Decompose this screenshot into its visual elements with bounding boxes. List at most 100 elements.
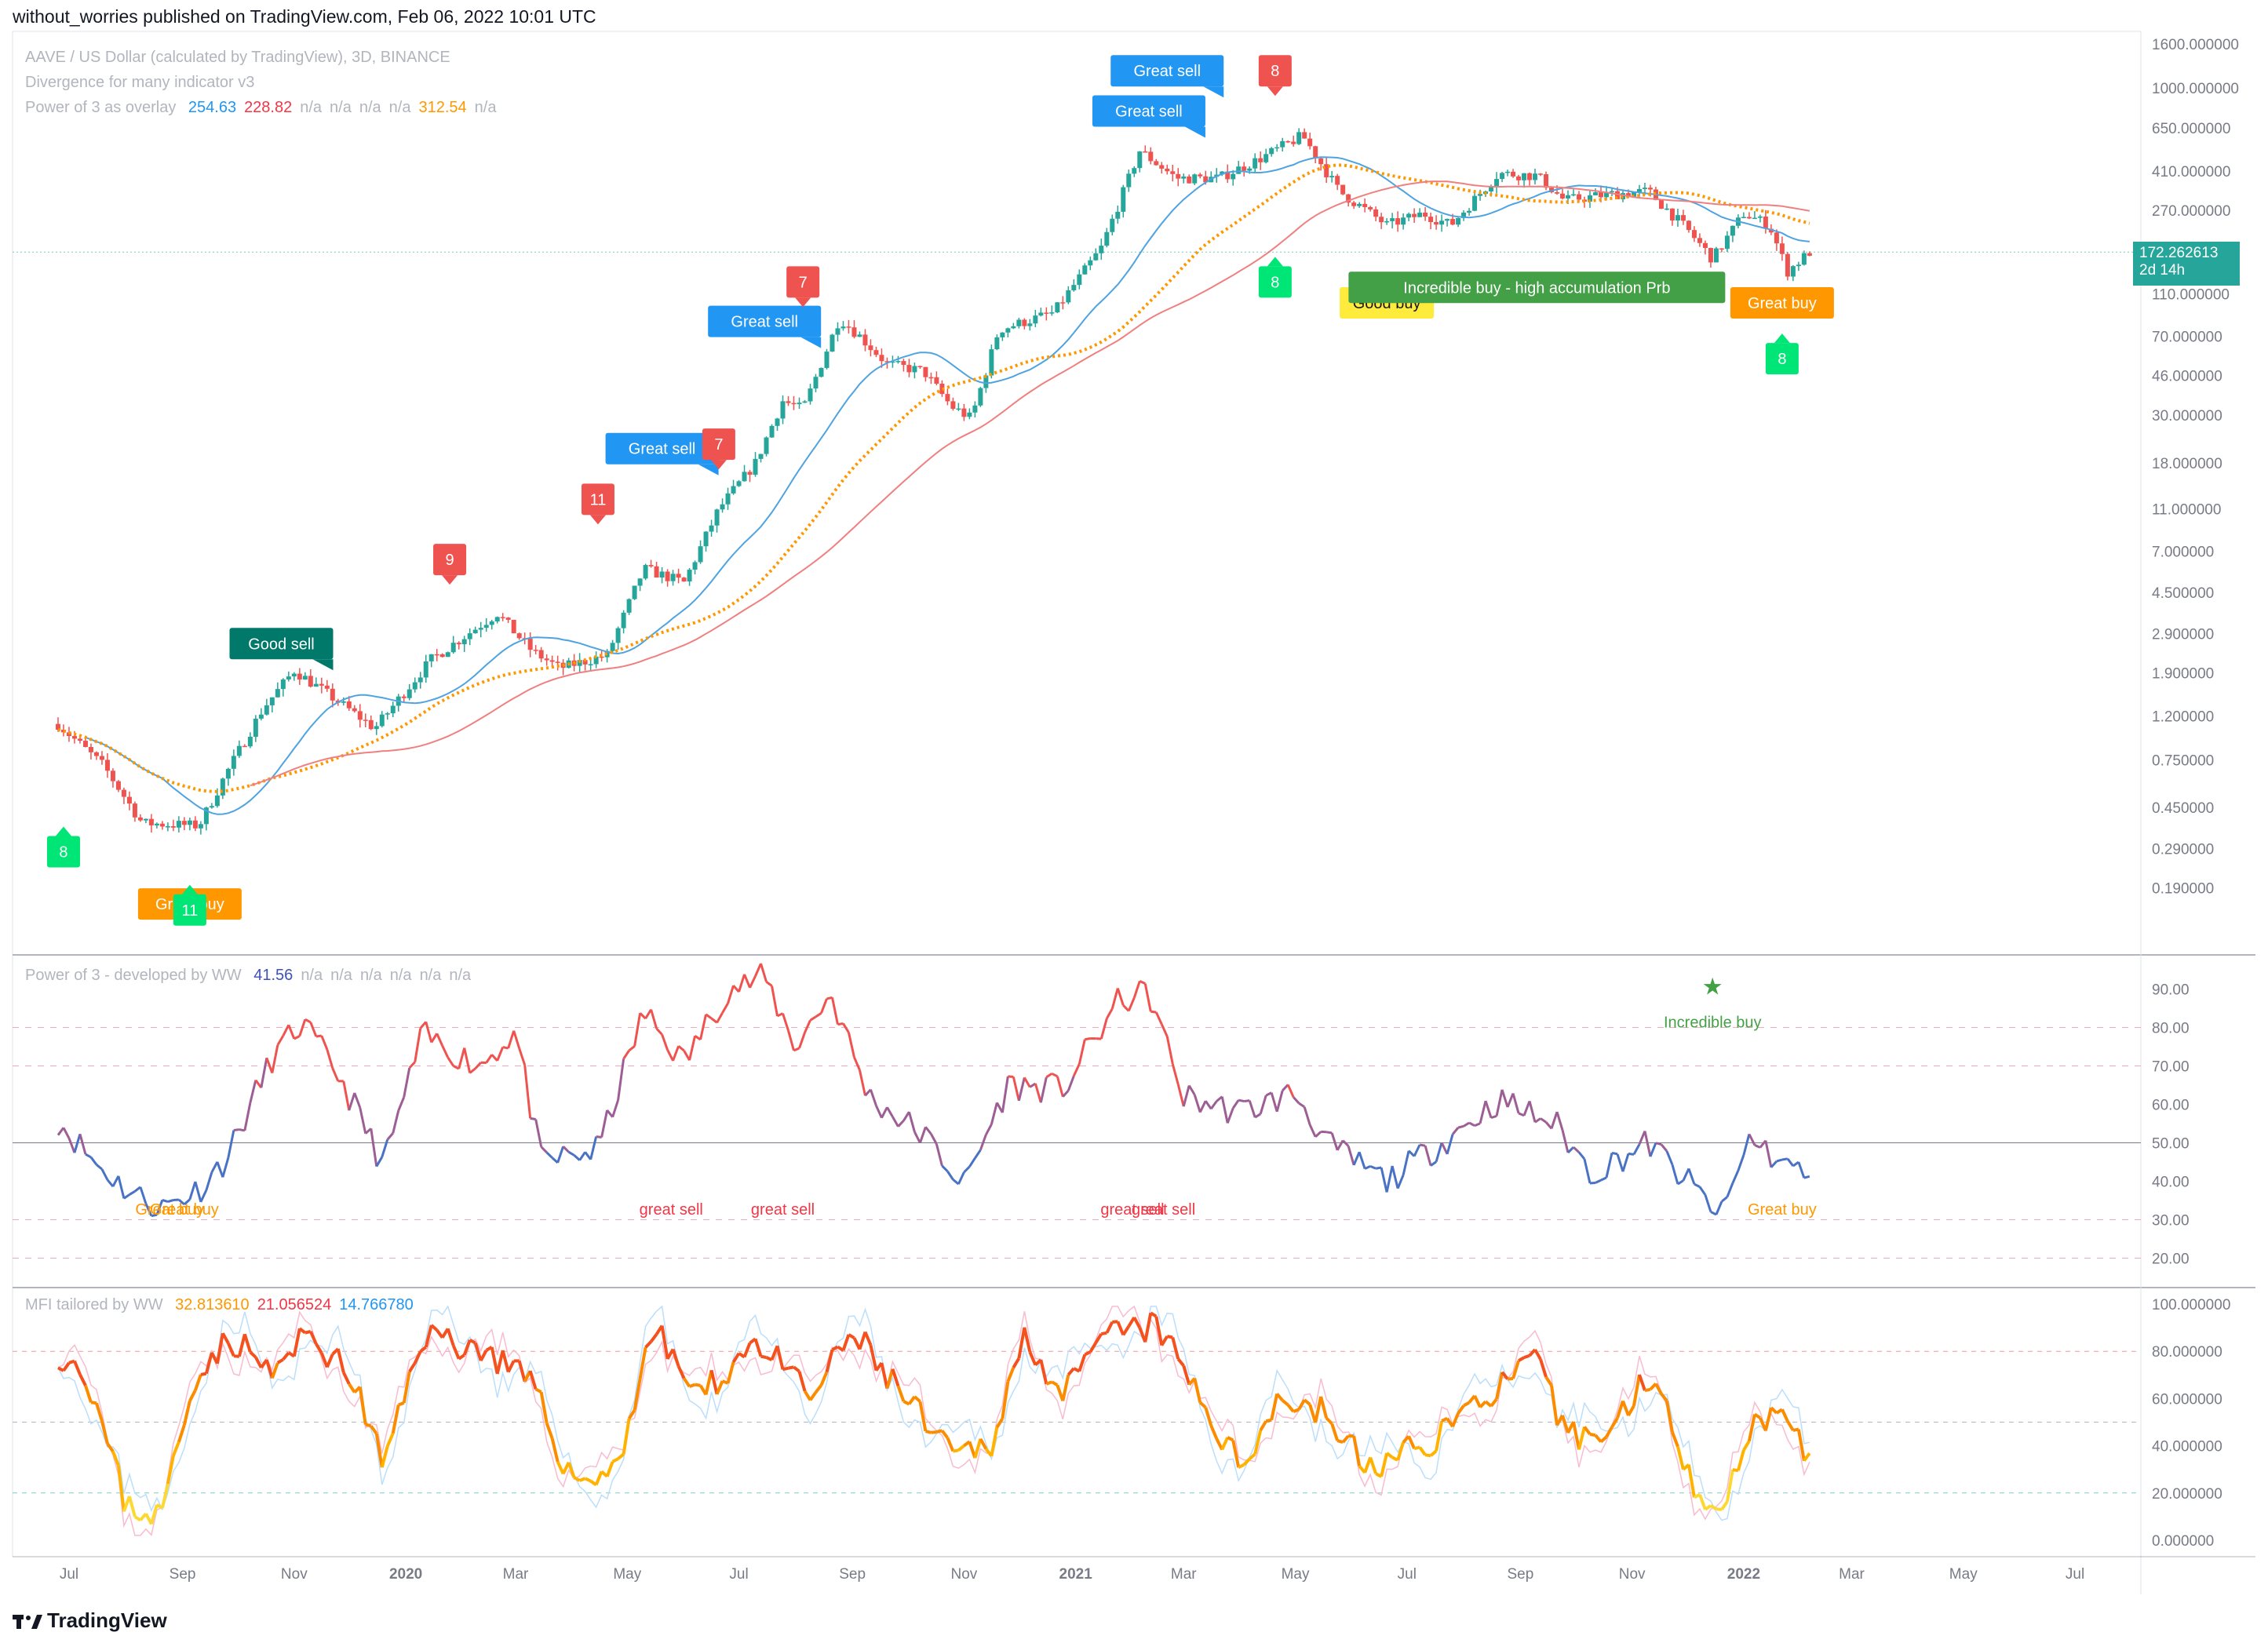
mfi-line-segment — [1763, 1407, 1773, 1431]
mfi-line-segment — [1341, 1434, 1350, 1444]
p3-line-segment — [831, 997, 839, 1025]
mfi-line-segment — [742, 1342, 752, 1358]
time-tick-label: 2020 — [389, 1566, 422, 1583]
candle-body — [1236, 166, 1242, 174]
candle-body — [1445, 219, 1450, 221]
time-tick-label: Jul — [1398, 1566, 1417, 1583]
p3-line-segment — [1776, 1158, 1783, 1163]
mfi-line-segment — [215, 1332, 224, 1364]
mfi-line-segment — [1583, 1426, 1592, 1436]
price-tick-label: 0.450000 — [2152, 800, 2214, 817]
mfi-line-segment — [863, 1331, 873, 1346]
mfi-line-segment — [753, 1338, 763, 1357]
p3-line-segment — [276, 1035, 285, 1046]
candle-body — [176, 821, 181, 828]
p3-line-segment — [1072, 1063, 1081, 1077]
symbol-legend[interactable]: AAVE / US Dollar (calculated by TradingV… — [25, 49, 458, 67]
mfi-line-segment — [1248, 1452, 1256, 1460]
p3-line-segment — [1017, 1077, 1026, 1102]
p3-line-segment — [129, 1190, 136, 1196]
p3-line-segment — [534, 1119, 543, 1147]
mfi-line-segment — [814, 1384, 823, 1393]
candle-body — [516, 633, 522, 639]
mfi-line-segment — [469, 1339, 476, 1345]
candle-body — [906, 365, 912, 373]
mfi-line-segment — [1518, 1356, 1526, 1362]
p3-line-segment — [1495, 1089, 1504, 1117]
mfi-line-segment — [348, 1383, 356, 1393]
p3-line-segment — [199, 1189, 208, 1203]
signal-label: 7 — [799, 274, 808, 291]
p3-line-segment — [732, 985, 740, 993]
p3-line-segment — [425, 1021, 433, 1043]
mfi-line-segment — [709, 1369, 719, 1395]
p3-line-segment — [1566, 1146, 1575, 1154]
candle-body — [1329, 176, 1335, 178]
mfi-line-segment — [528, 1370, 538, 1390]
p3-line-segment — [1165, 1036, 1174, 1065]
candle-body — [1143, 151, 1148, 153]
mfi-line-segment — [611, 1457, 619, 1463]
candle-body — [681, 577, 687, 582]
mfi-line-segment — [1660, 1393, 1668, 1402]
candle-body — [55, 723, 60, 730]
mfi-line-segment — [1176, 1357, 1185, 1367]
p3-line-segment — [78, 1133, 87, 1155]
mfi-line-segment — [1550, 1385, 1559, 1426]
p3-line-segment — [233, 1128, 240, 1132]
candle-body — [1170, 171, 1176, 174]
mfi-line-segment — [935, 1429, 943, 1434]
candle-body — [895, 361, 901, 362]
mfi-pane-legend[interactable]: MFI tailored by WW 32.813610 21.056524 14.… — [25, 1296, 421, 1314]
p3-pane-legend[interactable]: Power of 3 - developed by WW 41.56 n/a n/a… — [25, 967, 479, 985]
price-tick-label: 46.000000 — [2152, 368, 2222, 384]
p3-line-segment — [309, 1022, 318, 1037]
candle-body — [1406, 213, 1412, 218]
candle-body — [1631, 191, 1636, 197]
candle-body — [379, 714, 385, 727]
p3-line-segment — [990, 1102, 998, 1125]
mfi-line-segment — [1001, 1381, 1010, 1419]
mfi-line-segment — [578, 1477, 586, 1482]
mfi-line-segment — [1632, 1374, 1641, 1407]
p3-tick-label: 60.00 — [2152, 1098, 2190, 1114]
mfi-line-segment — [282, 1351, 290, 1361]
bar-countdown: 2d 14h — [2139, 262, 2186, 279]
p3-line-segment — [1468, 1121, 1475, 1128]
p3-line-segment — [567, 1150, 575, 1157]
p3-pane-value: n/a — [449, 967, 472, 984]
p3-line-segment — [650, 1009, 658, 1029]
mfi-line-segment — [100, 1420, 109, 1444]
p3-tick-label: 40.00 — [2152, 1175, 2190, 1191]
candle-body — [143, 818, 148, 821]
p3-line-segment — [798, 1032, 806, 1049]
p3-line-segment — [617, 1058, 625, 1101]
p3-line-segment — [1182, 1085, 1191, 1107]
footer-brand[interactable]: TradingView — [13, 1608, 167, 1633]
mfi-line-segment — [1017, 1327, 1026, 1359]
candle-body — [1192, 174, 1198, 184]
p3-line-segment — [210, 1161, 219, 1173]
p3-line-segment — [705, 1013, 713, 1020]
candle-body — [599, 656, 604, 658]
mfi-line-segment — [1413, 1445, 1420, 1451]
p3-line-segment — [1045, 1073, 1053, 1079]
time-tick-label: Mar — [1171, 1566, 1197, 1583]
signal-badge — [1258, 266, 1292, 298]
signal-badge — [581, 483, 614, 515]
p3-line-segment — [381, 1138, 389, 1158]
p3-line-segment — [1655, 1142, 1662, 1146]
mfi-line-segment — [1511, 1360, 1520, 1379]
signal-sell: Great sell — [1092, 95, 1205, 138]
mfi-line-segment — [506, 1360, 516, 1373]
indicator-legend[interactable]: Divergence for many indicator v3 — [25, 74, 262, 92]
p3-line-segment — [1632, 1143, 1641, 1156]
price-tick-label: 270.000000 — [2152, 203, 2230, 220]
p3-overlay-legend[interactable]: Power of 3 as overlay 254.63 228.82 n/a n/a… — [25, 99, 504, 117]
p3-line-segment — [1286, 1084, 1295, 1098]
mfi-line-segment — [1671, 1431, 1679, 1448]
candle-body — [297, 673, 302, 680]
p3-line-segment — [1555, 1111, 1564, 1131]
p3-line-segment — [1077, 1039, 1086, 1065]
